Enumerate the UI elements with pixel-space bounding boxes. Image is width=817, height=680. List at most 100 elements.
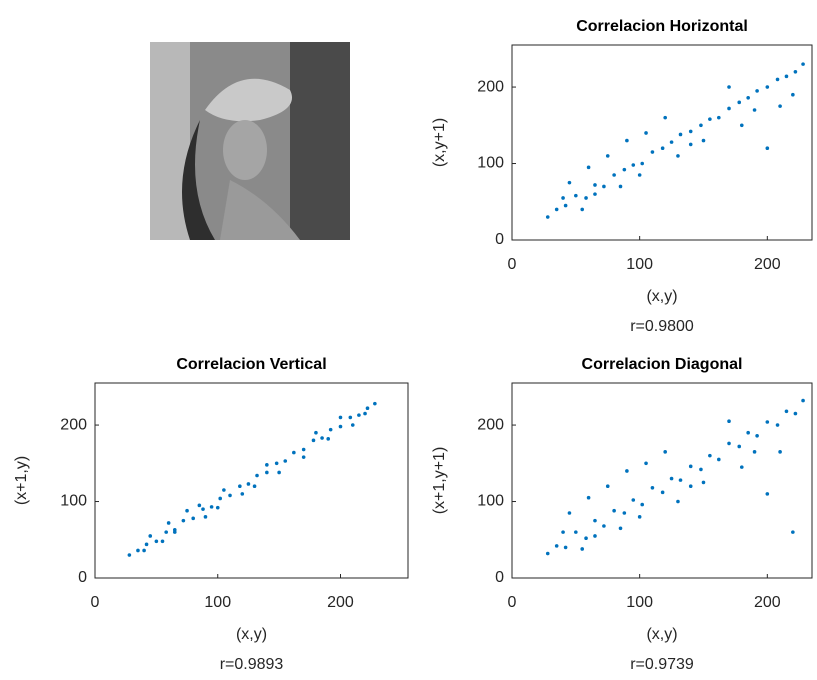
point (784, 409, 789, 414)
point (663, 450, 667, 454)
point (136, 548, 140, 553)
y-axis-label: (x+1,y+1) (431, 447, 448, 515)
point (567, 511, 572, 515)
point (650, 485, 655, 490)
point (676, 154, 680, 158)
point (676, 499, 680, 504)
point (752, 108, 757, 112)
point (791, 92, 795, 97)
point (593, 192, 597, 196)
point (701, 138, 706, 143)
annotation: r=0.9893 (220, 656, 284, 673)
point (612, 173, 616, 177)
point (301, 447, 306, 452)
point (775, 423, 780, 427)
point (660, 490, 665, 495)
y-tick-label: 100 (477, 493, 504, 510)
point (688, 142, 693, 147)
x-axis-label: (x,y) (236, 626, 267, 643)
point (172, 530, 177, 534)
y-tick-label: 200 (60, 416, 87, 433)
point (265, 470, 269, 475)
point (739, 465, 744, 469)
x-tick-label: 100 (204, 594, 231, 611)
y-tick-label: 0 (495, 569, 504, 586)
point (586, 495, 591, 500)
axes-box (511, 44, 813, 241)
point (637, 515, 642, 519)
point (580, 207, 585, 212)
point (144, 542, 149, 547)
point (148, 534, 153, 538)
point (752, 450, 757, 454)
point (618, 526, 623, 531)
x-tick-label: 0 (508, 594, 517, 611)
point (154, 539, 159, 544)
point (197, 503, 202, 508)
point (602, 524, 606, 528)
point (791, 530, 795, 534)
point (640, 161, 645, 166)
point (699, 123, 703, 128)
point (255, 473, 259, 478)
point (127, 553, 132, 557)
chart-title: Correlacion Vertical (176, 356, 326, 373)
point (640, 502, 645, 507)
point (755, 89, 759, 93)
y-axis-label: (x+1,y) (13, 456, 30, 505)
point (727, 419, 731, 424)
point (209, 505, 214, 509)
point (737, 100, 742, 105)
point (203, 515, 208, 519)
y-tick-label: 0 (495, 231, 504, 248)
point (338, 415, 343, 420)
point (283, 459, 288, 463)
y-tick-label: 200 (477, 78, 504, 95)
subplot: Correlacion Vertical 0 100 200 0 100 200 (x,y) r… (13, 356, 409, 673)
point (586, 165, 591, 170)
point (631, 498, 636, 502)
point (545, 215, 550, 219)
point (618, 184, 623, 189)
point (561, 196, 565, 200)
point (765, 420, 770, 424)
point (593, 518, 597, 523)
point (737, 444, 742, 449)
point (625, 138, 629, 143)
photo (150, 42, 350, 240)
point (663, 115, 667, 120)
point (644, 461, 648, 466)
point (274, 461, 279, 466)
point (563, 545, 568, 550)
point (727, 441, 731, 446)
point (678, 132, 683, 137)
x-tick-label: 200 (754, 594, 781, 611)
axes-box (94, 382, 409, 579)
point (320, 436, 324, 440)
point (593, 534, 597, 538)
point (201, 507, 205, 511)
point (775, 77, 780, 82)
point (644, 131, 648, 135)
point (765, 85, 770, 89)
point (563, 203, 568, 208)
y-axis-label: (x,y+1) (431, 118, 448, 167)
point (755, 433, 759, 438)
point (660, 146, 665, 151)
point (238, 484, 242, 489)
point (765, 492, 770, 496)
point (678, 478, 683, 482)
annotation: r=0.9739 (630, 656, 694, 673)
point (328, 427, 333, 432)
chart-title: Correlacion Diagonal (582, 356, 743, 373)
point (727, 85, 731, 89)
point (166, 521, 171, 525)
point (784, 74, 789, 79)
x-tick-label: 200 (754, 256, 781, 273)
point (185, 508, 189, 513)
point (622, 167, 627, 172)
point (365, 406, 370, 411)
point (605, 154, 610, 158)
point (164, 530, 168, 534)
point (554, 544, 559, 548)
